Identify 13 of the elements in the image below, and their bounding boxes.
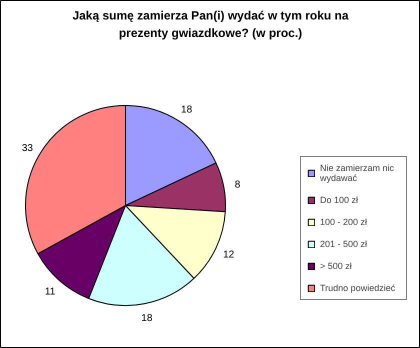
data-label: 18 xyxy=(141,312,153,324)
chart-title: Jaką sumę zamierza Pan(i) wydać w tym roku na prezenty gwiazdkowe? (w proc.) xyxy=(72,8,349,40)
legend-label: 100 - 200 zł xyxy=(320,217,368,227)
data-label: 11 xyxy=(44,286,56,298)
data-label: 18 xyxy=(181,104,193,116)
legend-label: > 500 zł xyxy=(320,261,353,271)
data-label: 12 xyxy=(223,250,235,261)
legend-label: Do 100 zł xyxy=(320,195,360,205)
legend-label: Nie zamierzam nic wydawać xyxy=(320,163,396,183)
legend-label: 201 - 500 zł xyxy=(320,239,368,249)
data-label: 8 xyxy=(234,180,241,191)
legend-label: Trudno powiedzieć xyxy=(320,283,396,293)
data-label: 33 xyxy=(22,142,34,154)
